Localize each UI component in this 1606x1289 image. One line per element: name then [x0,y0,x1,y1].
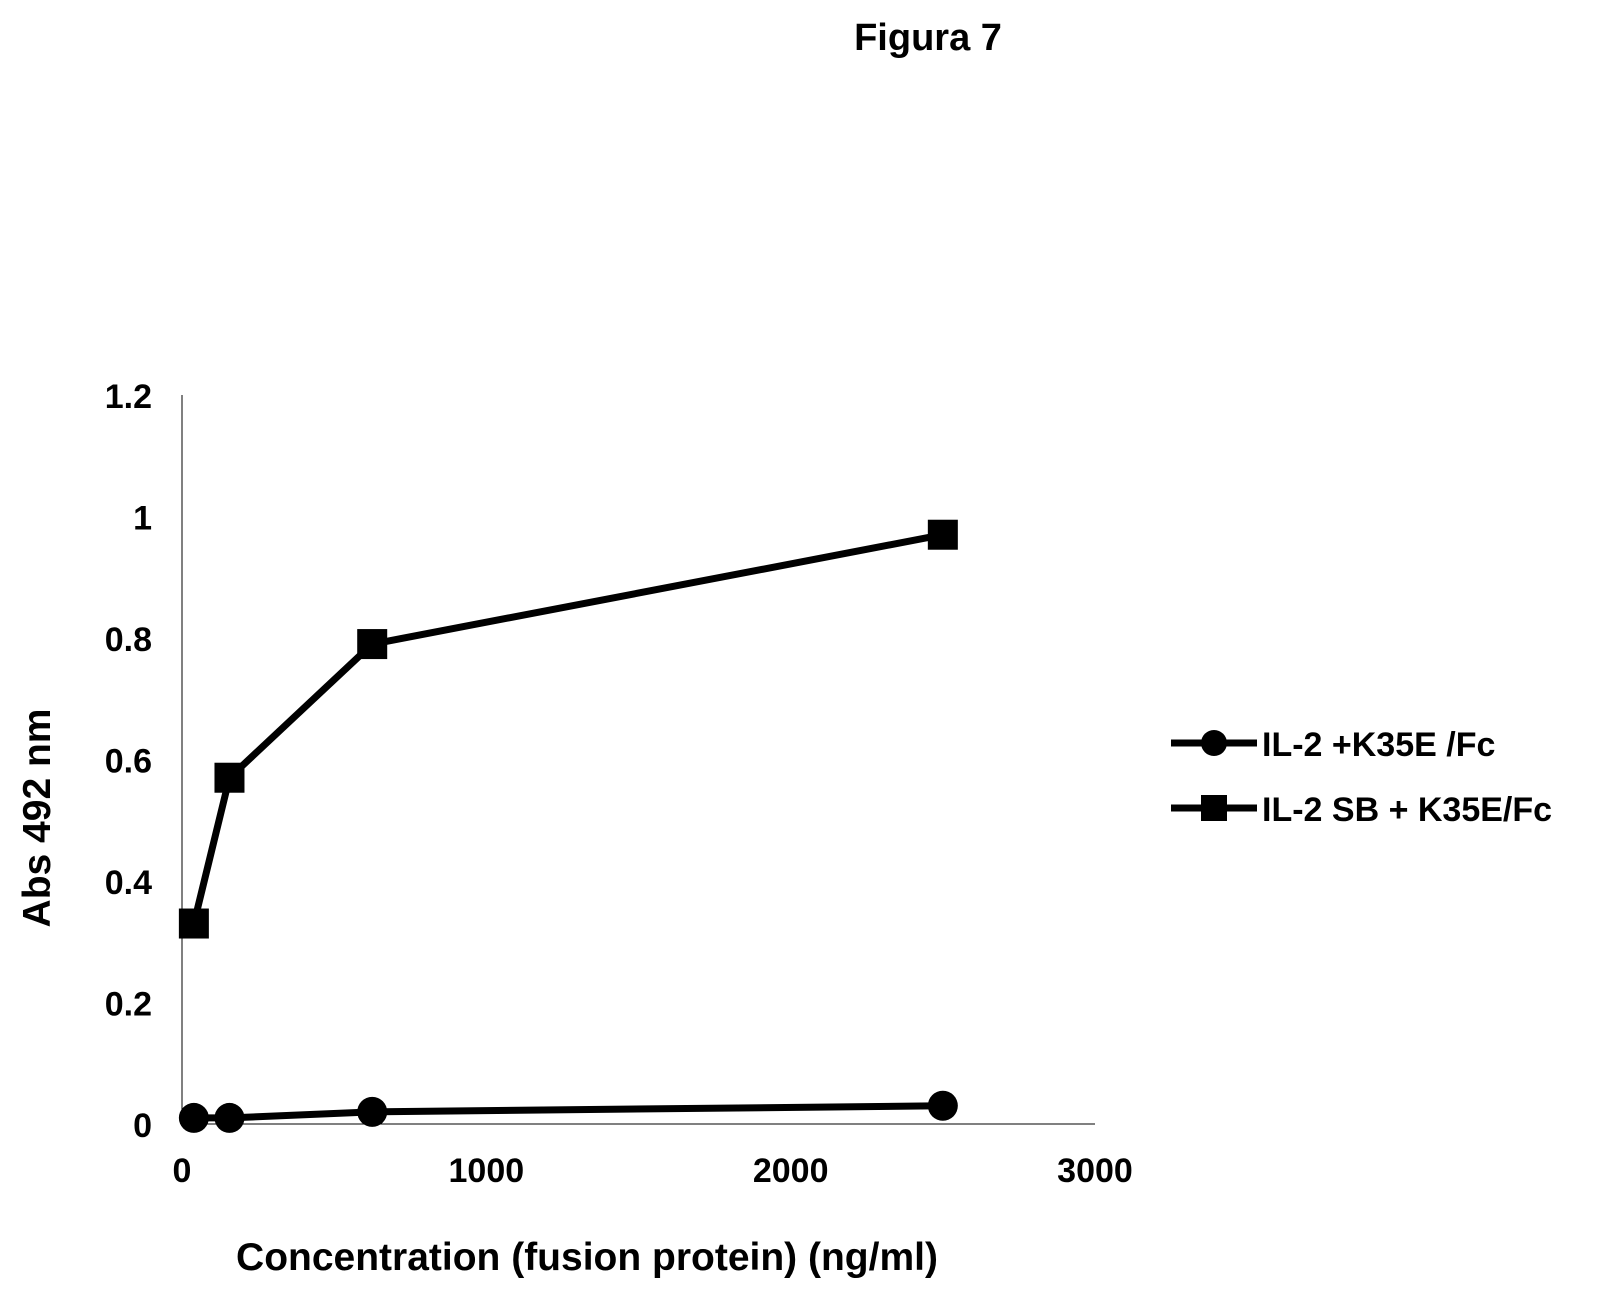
figure-label: Figura 7 [854,17,1002,59]
data-point [927,1090,958,1121]
data-point [178,908,209,939]
legend-label: IL-2 +K35E /Fc [1262,726,1495,764]
x-tick-label: 2000 [753,1152,829,1190]
x-tick-labels: 0 1000 2000 3000 [173,1152,1133,1190]
data-point [357,629,388,660]
data-point [214,1102,245,1133]
x-tick-label: 1000 [449,1152,525,1190]
y-tick-label: 1 [133,500,152,538]
series-line [190,531,944,925]
y-tick-label: 0.6 [105,743,152,781]
series-2 [178,519,958,939]
data-point [927,519,958,550]
y-tick-label: 0.8 [105,621,152,659]
x-tick-label: 0 [173,1152,192,1190]
series-line [193,1102,943,1122]
x-axis-label: Concentration (fusion protein) (ng/ml) [236,1236,938,1279]
legend-item: IL-2 +K35E /Fc [1171,726,1495,764]
legend-marker [1201,795,1227,821]
legend-label: IL-2 SB + K35E/Fc [1262,791,1552,829]
y-tick-label: 0 [133,1107,152,1145]
y-tick-labels: 0 0.2 0.4 0.6 0.8 1 1.2 [105,378,152,1145]
legend-marker [1201,730,1227,756]
data-point [214,762,245,793]
series-1 [178,1090,958,1133]
series-layer [178,519,958,1133]
legend: IL-2 +K35E /Fc IL-2 SB + K35E/Fc [1171,726,1552,829]
data-point [178,1102,209,1133]
y-tick-label: 0.4 [105,864,152,902]
y-axis-label: Abs 492 nm [16,709,59,928]
legend-item: IL-2 SB + K35E/Fc [1171,791,1552,829]
axes [181,395,1095,1125]
x-tick-label: 3000 [1057,1152,1133,1190]
y-tick-label: 1.2 [105,378,152,416]
y-tick-label: 0.2 [105,986,152,1024]
data-point [357,1096,388,1127]
